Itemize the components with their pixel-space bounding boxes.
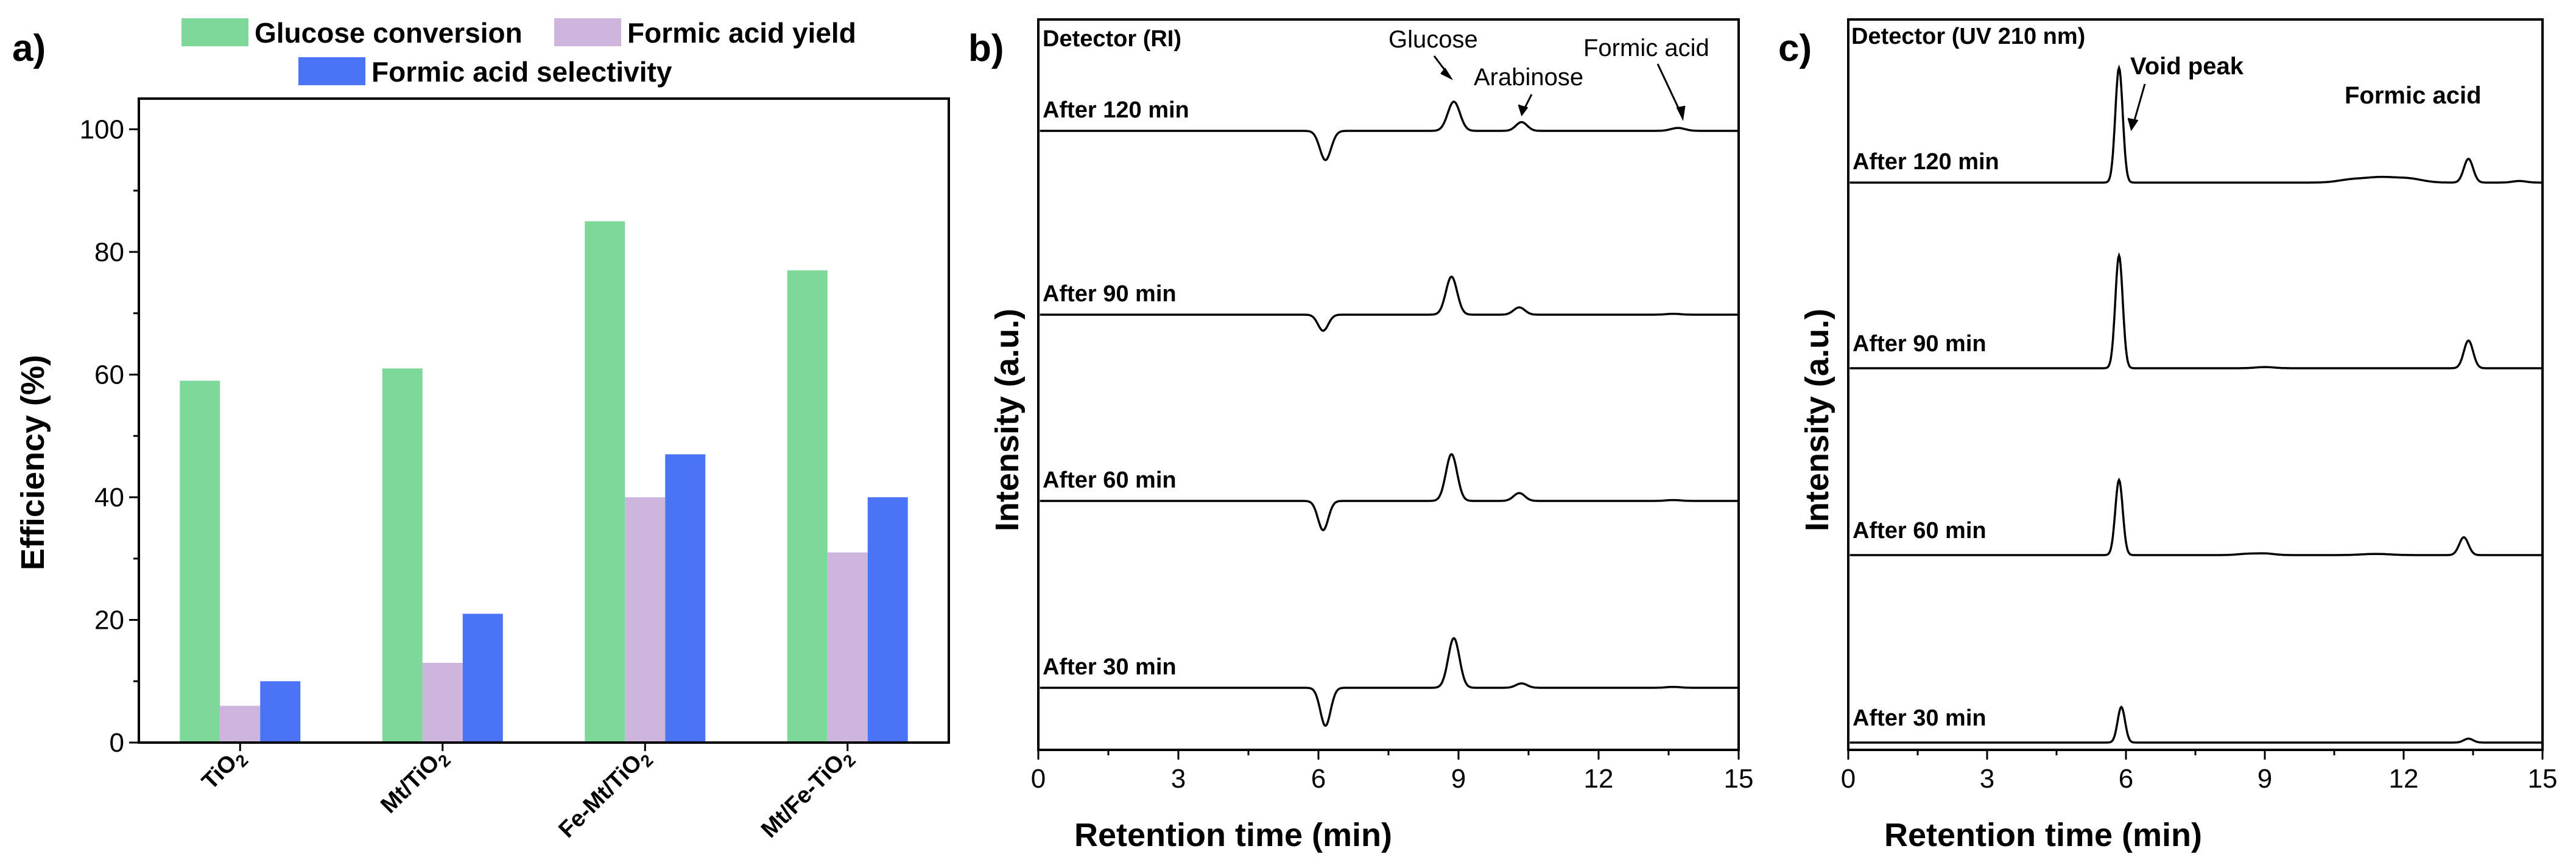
x-tick-label: 0 [1841, 764, 1856, 794]
bar-formic-acid-yield-fe-mt-tio2 [625, 497, 666, 743]
arrow-glucose-head [1440, 68, 1454, 80]
x-tick-label: 15 [2528, 764, 2558, 794]
detector-label: Detector (RI) [1043, 26, 1181, 52]
plot-frame [138, 97, 950, 744]
x-tick-label: 3 [1980, 764, 1994, 794]
legend-label-formic-acid-selectivity: Formic acid selectivity [371, 56, 672, 88]
y-axis-title: Intensity (a.u.) [1799, 309, 1835, 531]
traces: After 120 min After 90 min After 60 min Aft… [1849, 64, 2543, 744]
category-label-fe-mt-tio2: Fe-Mt/TiO2 [554, 743, 656, 846]
trace-after-120-min [1040, 100, 1739, 161]
trace-after-120-min [1849, 64, 2543, 184]
legend-swatch-formic-acid-selectivity [298, 57, 365, 85]
annotation-arrows [1433, 55, 1686, 121]
annotation-formic-acid: Formic acid [2345, 82, 2482, 109]
trace-label-after-90-min: After 90 min [1043, 281, 1177, 307]
x-tick-label: 9 [1451, 764, 1466, 794]
x-tick-label: 0 [1031, 764, 1046, 794]
panel-b: b) Retention time (min) Intensity (a.u.)… [968, 18, 1754, 853]
y-tick-label: 0 [110, 728, 124, 758]
trace-after-60-min [1849, 477, 2543, 556]
x-axis-title: Retention time (min) [1884, 817, 2202, 853]
trace-after-90-min [1040, 275, 1739, 332]
y-tick-label: 100 [80, 114, 124, 144]
traces: After 120 min After 90 min After 60 min Aft… [1040, 97, 1739, 727]
bar-formic-acid-yield-mt-tio2 [422, 663, 463, 743]
y-axis-title: Efficiency (%) [15, 355, 51, 570]
detector-label: Detector (UV 210 nm) [1851, 24, 2085, 49]
arrow-arabinose-head [1518, 104, 1529, 117]
panel-c: c) Retention time (min) Intensity (a.u.)… [1778, 18, 2558, 853]
panel-c-letter: c) [1778, 27, 1812, 69]
trace-label-after-90-min: After 90 min [1853, 331, 1987, 357]
y-tick-label: 60 [94, 360, 124, 390]
trace-after-30-min [1849, 705, 2543, 744]
category-label-mt-tio2: Mt/TiO2 [376, 743, 454, 822]
x-tick-label: 3 [1171, 764, 1186, 794]
x-axis-title: Retention time (min) [1074, 817, 1392, 853]
annotation-void-peak: Void peak [2130, 53, 2244, 80]
trace-after-90-min [1849, 252, 2543, 369]
annotation-arrows [2127, 83, 2146, 131]
bar-formic-acid-selectivity-tio2 [260, 681, 301, 743]
trace-label-after-120-min: After 120 min [1043, 97, 1189, 123]
trace-label-after-30-min: After 30 min [1853, 705, 1987, 731]
panel-b-letter: b) [968, 27, 1004, 69]
bar-formic-acid-selectivity-mt-tio2 [462, 614, 503, 743]
bar-formic-acid-selectivity-fe-mt-tio2 [665, 454, 706, 743]
legend-swatch-formic-acid-yield [554, 18, 621, 46]
plot-frame [1037, 18, 1740, 751]
panel-a-letter: a) [12, 27, 46, 69]
bars [180, 221, 908, 743]
legend-swatch-glucose-conversion [181, 18, 248, 46]
arrow-void-peak-head [2127, 117, 2139, 131]
trace-label-after-60-min: After 60 min [1853, 518, 1987, 544]
trace-label-after-30-min: After 30 min [1043, 654, 1177, 680]
legend-label-glucose-conversion: Glucose conversion [255, 17, 523, 49]
y-tick-label: 40 [94, 483, 124, 512]
x-tick-label: 6 [1311, 764, 1326, 794]
legend-label-formic-acid-yield: Formic acid yield [627, 17, 856, 49]
trace-label-after-60-min: After 60 min [1043, 467, 1177, 493]
x-tick-label: 12 [2389, 764, 2419, 794]
trace-label-after-120-min: After 120 min [1853, 149, 1999, 175]
bar-formic-acid-yield-tio2 [220, 705, 261, 743]
annotation-glucose: Glucose [1388, 26, 1478, 53]
arrow-formic-acid-head [1676, 105, 1686, 121]
bar-glucose-conversion-mt-tio2 [382, 368, 423, 743]
axes: 0 3 6 9 12 15 [1841, 18, 2558, 794]
bar-formic-acid-yield-mt-fe-tio2 [827, 552, 868, 743]
y-tick-label: 20 [94, 605, 124, 635]
bar-glucose-conversion-tio2 [180, 380, 220, 743]
x-tick-label: 6 [2119, 764, 2133, 794]
x-tick-label: 9 [2258, 764, 2272, 794]
trace-after-60-min [1040, 453, 1739, 531]
axes: 0 3 6 9 12 15 [1031, 18, 1754, 794]
bar-formic-acid-selectivity-mt-fe-tio2 [867, 497, 908, 743]
annotation-formic-acid: Formic acid [1583, 35, 1709, 61]
category-label-mt-fe-tio2: Mt/Fe-TiO2 [756, 743, 859, 846]
legend: Glucose conversion Formic acid yield For… [181, 17, 856, 88]
x-tick-label: 15 [1724, 764, 1754, 794]
annotation-arabinose: Arabinose [1474, 64, 1583, 91]
panel-a: a) Glucose conversion Formic acid yield … [12, 17, 950, 846]
y-tick-label: 80 [94, 237, 124, 267]
x-tick-label: 12 [1584, 764, 1614, 794]
bar-glucose-conversion-mt-fe-tio2 [787, 270, 828, 743]
bar-glucose-conversion-fe-mt-tio2 [585, 221, 625, 743]
y-axis-title: Intensity (a.u.) [989, 309, 1026, 531]
category-label-tio2: TiO2 [197, 743, 252, 798]
trace-after-30-min [1040, 637, 1739, 727]
plot-frame [1847, 18, 2544, 751]
